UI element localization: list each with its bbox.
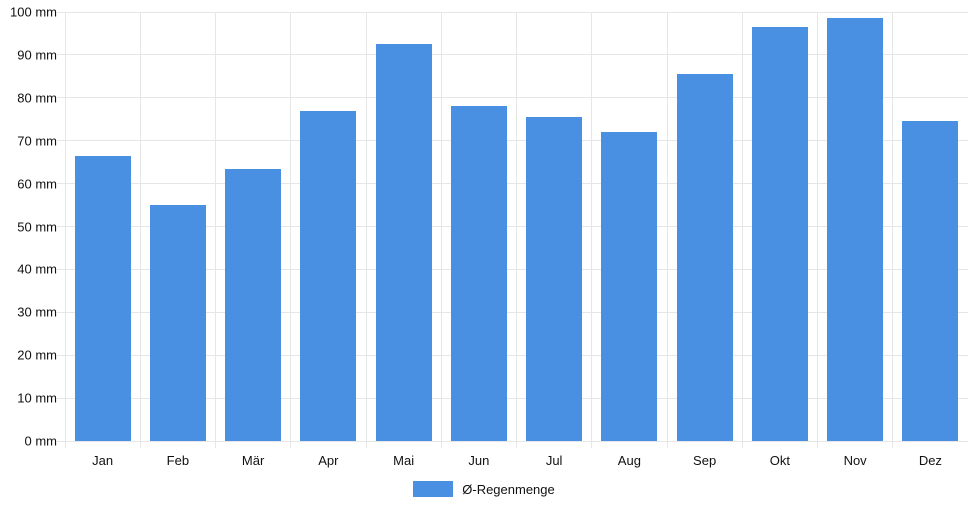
- bar-sep[interactable]: [676, 74, 733, 441]
- bar-apr[interactable]: [300, 110, 357, 441]
- bar-okt[interactable]: [751, 27, 808, 441]
- bar-mär[interactable]: [225, 168, 282, 441]
- gridline-v-10: [817, 12, 818, 441]
- y-axis-label-20: 20 mm: [17, 347, 57, 363]
- y-axis-label-40: 40 mm: [17, 261, 57, 277]
- x-axis-label-dez: Dez: [918, 453, 942, 468]
- x-axis-label-jul: Jul: [545, 453, 563, 468]
- x-axis-label-apr: Apr: [318, 453, 339, 468]
- x-tick-3: [290, 441, 292, 448]
- bar-jul[interactable]: [526, 117, 583, 441]
- x-tick-2: [215, 441, 216, 448]
- x-tick-9: [741, 441, 743, 448]
- gridline-v-3: [290, 12, 292, 441]
- x-axis-label-mai: Mai: [393, 453, 415, 468]
- y-tick-40: [57, 268, 65, 270]
- gridline-v-5: [440, 12, 442, 441]
- gridline-v-2: [215, 12, 216, 441]
- x-tick-1: [139, 441, 141, 448]
- bar-jan[interactable]: [74, 155, 131, 441]
- x-tick-4: [365, 441, 367, 448]
- x-tick-8: [666, 441, 668, 448]
- x-axis-label-feb: Feb: [166, 453, 190, 468]
- y-axis-label-0: 0 mm: [24, 433, 58, 449]
- x-tick-7: [591, 441, 593, 448]
- bar-mai[interactable]: [375, 44, 432, 441]
- x-tick-10: [817, 441, 818, 448]
- x-axis: Jan Feb Mär Apr Mai Jun Jul Aug Sep Okt Nov Dez: [65, 453, 968, 469]
- y-axis-label-10: 10 mm: [17, 390, 57, 406]
- y-tick-90: [57, 54, 65, 56]
- legend: Ø-Regenmenge: [0, 481, 968, 497]
- y-axis-label-30: 30 mm: [17, 304, 57, 320]
- x-axis-label-okt: Okt: [769, 453, 790, 468]
- gridline-v-1: [139, 12, 141, 441]
- x-axis-label-nov: Nov: [843, 453, 867, 468]
- bar-aug[interactable]: [601, 132, 658, 441]
- y-tick-0: [57, 440, 65, 442]
- y-axis-label-70: 70 mm: [17, 133, 57, 149]
- y-tick-100: [57, 11, 65, 13]
- y-tick-80: [57, 97, 65, 99]
- y-axis: 0 mm 10 mm 20 mm 30 mm 40 mm 50 mm 60 mm 70 mm 8…: [0, 5, 57, 449]
- bar-dez[interactable]: [902, 121, 959, 441]
- gridline-v-8: [666, 12, 668, 441]
- gridline-v-6: [516, 12, 517, 441]
- bar-nov[interactable]: [827, 18, 884, 441]
- y-axis-label-100: 100 mm: [10, 4, 57, 20]
- bar-feb[interactable]: [149, 205, 206, 441]
- gridline-v-11: [892, 12, 894, 441]
- x-tick-5: [440, 441, 442, 448]
- y-tick-60: [57, 183, 65, 185]
- x-axis-label-jun: Jun: [468, 453, 490, 468]
- x-axis-label-aug: Aug: [617, 453, 641, 468]
- x-tick-11: [892, 441, 894, 448]
- y-tick-70: [57, 140, 65, 142]
- x-tick-0: [64, 441, 66, 448]
- gridline-v-4: [365, 12, 367, 441]
- x-axis-label-sep: Sep: [693, 453, 717, 468]
- x-tick-6: [516, 441, 517, 448]
- y-axis-line: [64, 12, 66, 441]
- legend-label: Ø-Regenmenge: [462, 481, 555, 497]
- y-axis-label-50: 50 mm: [17, 219, 57, 234]
- y-tick-50: [57, 226, 65, 227]
- x-axis-label-jan: Jan: [92, 453, 114, 468]
- legend-item-regenmenge[interactable]: Ø-Regenmenge: [413, 481, 555, 497]
- y-axis-label-80: 80 mm: [17, 90, 57, 106]
- x-axis-label-mär: Mär: [241, 453, 265, 468]
- y-axis-label-60: 60 mm: [17, 176, 57, 192]
- gridline-v-9: [741, 12, 743, 441]
- bar-jun[interactable]: [450, 106, 507, 441]
- y-tick-30: [57, 311, 65, 313]
- y-tick-10: [57, 397, 65, 399]
- y-tick-20: [57, 354, 65, 356]
- plot-area: [57, 11, 968, 448]
- legend-swatch-icon: [413, 481, 454, 497]
- gridline-v-7: [591, 12, 593, 441]
- y-axis-label-90: 90 mm: [17, 47, 57, 63]
